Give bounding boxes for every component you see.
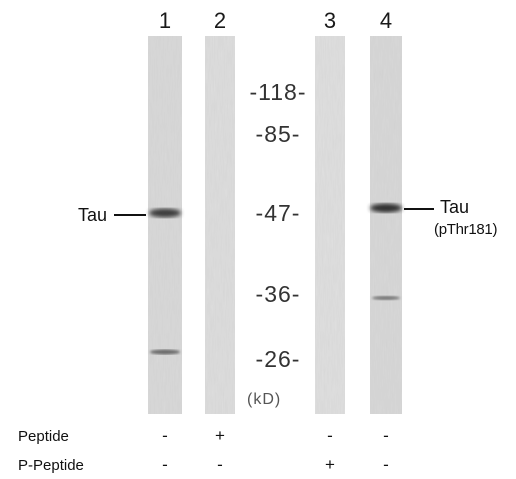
- lane-2-strip: [205, 36, 235, 414]
- lane-1-lower-band: [150, 349, 180, 355]
- marker-85: -85-: [255, 121, 301, 147]
- lane-2-peptide: +: [215, 426, 225, 445]
- p-peptide-row-label: P-Peptide: [18, 457, 84, 474]
- lane-4-strip: [370, 36, 402, 414]
- lane-3-peptide: -: [327, 426, 333, 445]
- lane-number-1: 1: [158, 8, 172, 33]
- marker-26: -26-: [255, 346, 301, 372]
- marker-47: -47-: [255, 200, 301, 226]
- lane-number-3: 3: [323, 8, 337, 33]
- lane-number-4: 4: [379, 8, 393, 33]
- lane-2-p-peptide: -: [217, 455, 223, 474]
- lane-1-p-peptide: -: [162, 455, 168, 474]
- marker-36: -36-: [255, 281, 301, 307]
- lane-4-peptide: -: [383, 426, 389, 445]
- marker-118: -118-: [249, 79, 307, 105]
- lane-4-lower-band: [372, 296, 400, 300]
- lane-3-strip: [315, 36, 345, 414]
- lane-1-strip: [148, 36, 182, 414]
- lane-1-tau-band: [149, 208, 181, 218]
- lane-4-tau-band: [370, 203, 402, 213]
- right-annotation-label: Tau: [440, 197, 470, 217]
- peptide-row-label: Peptide: [18, 428, 69, 445]
- lane-number-2: 2: [213, 8, 227, 33]
- lane-1-peptide: -: [162, 426, 168, 445]
- left-annotation-label: Tau: [78, 205, 108, 225]
- lane-3-p-peptide: +: [325, 455, 335, 474]
- lane-4-p-peptide: -: [383, 455, 389, 474]
- right-annotation-sublabel: (pThr181): [434, 221, 498, 238]
- unit-label: (kD): [247, 391, 282, 408]
